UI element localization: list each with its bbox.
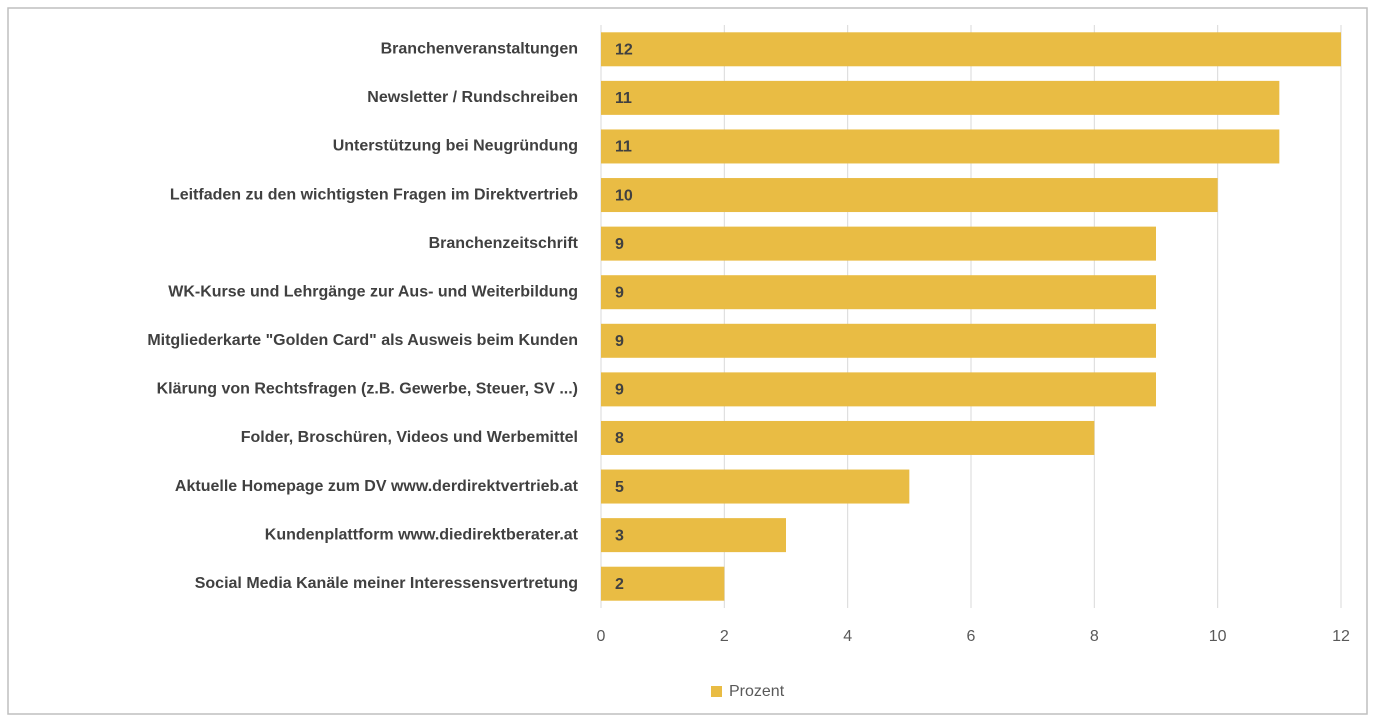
data-label: 9 bbox=[615, 236, 624, 253]
data-label: 11 bbox=[615, 139, 632, 156]
category-label: Mitgliederkarte "Golden Card" als Auswei… bbox=[147, 332, 578, 349]
bar bbox=[601, 32, 1341, 67]
bar bbox=[601, 178, 1218, 213]
bar bbox=[601, 226, 1156, 261]
data-label: 2 bbox=[615, 576, 624, 593]
category-label: WK-Kurse und Lehrgänge zur Aus- und Weit… bbox=[168, 283, 578, 300]
category-label: Kundenplattform www.diedirektberater.at bbox=[265, 526, 579, 543]
bar bbox=[601, 372, 1156, 407]
x-tick-label: 10 bbox=[1209, 628, 1227, 645]
bar bbox=[601, 566, 725, 601]
bar bbox=[601, 80, 1280, 115]
data-label: 9 bbox=[615, 333, 624, 350]
bar bbox=[601, 420, 1095, 455]
data-label: 3 bbox=[615, 527, 624, 544]
category-label: Aktuelle Homepage zum DV www.derdirektve… bbox=[175, 478, 579, 495]
data-label: 9 bbox=[615, 382, 624, 399]
bar bbox=[601, 323, 1156, 358]
data-label: 12 bbox=[615, 42, 633, 59]
category-label: Newsletter / Rundschreiben bbox=[367, 89, 578, 106]
category-label: Social Media Kanäle meiner Interessensve… bbox=[195, 575, 578, 592]
x-tick-label: 2 bbox=[720, 628, 729, 645]
bar bbox=[601, 469, 910, 504]
data-label: 10 bbox=[615, 187, 633, 204]
data-label: 8 bbox=[615, 430, 624, 447]
legend-label: Prozent bbox=[729, 683, 785, 700]
x-tick-label: 8 bbox=[1090, 628, 1099, 645]
category-label: Klärung von Rechtsfragen (z.B. Gewerbe, … bbox=[157, 381, 578, 398]
category-label: Unterstützung bei Neugründung bbox=[333, 138, 578, 155]
category-label: Branchenzeitschrift bbox=[429, 235, 579, 252]
data-label: 11 bbox=[615, 90, 632, 107]
x-tick-label: 0 bbox=[597, 628, 606, 645]
bar bbox=[601, 129, 1280, 164]
bar bbox=[601, 275, 1156, 310]
data-label: 9 bbox=[615, 284, 624, 301]
legend-swatch bbox=[711, 686, 722, 697]
x-tick-label: 12 bbox=[1332, 628, 1350, 645]
bar bbox=[601, 518, 786, 553]
category-label: Branchenveranstaltungen bbox=[381, 41, 578, 58]
data-label: 5 bbox=[615, 479, 624, 496]
x-tick-label: 4 bbox=[843, 628, 852, 645]
category-label: Folder, Broschüren, Videos und Werbemitt… bbox=[241, 429, 578, 446]
x-tick-label: 6 bbox=[967, 628, 976, 645]
category-label: Leitfaden zu den wichtigsten Fragen im D… bbox=[170, 186, 578, 203]
